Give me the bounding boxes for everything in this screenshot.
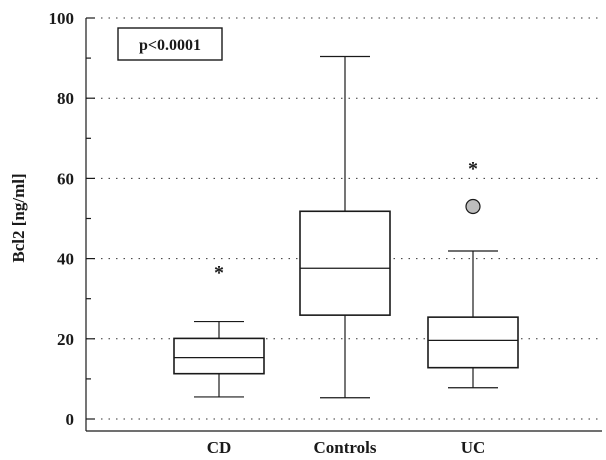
- box-group-cd: *: [173, 262, 265, 398]
- y-tick-label: 60: [57, 169, 74, 188]
- y-tick-label: 40: [57, 250, 74, 269]
- axis-layer: 0 20 40 60 80 100 CD Controls UC: [49, 9, 602, 457]
- y-axis-label: Bcl2 [ng/ml]: [9, 173, 28, 262]
- y-tick-label: 80: [57, 89, 74, 108]
- y-tick-label: 100: [49, 9, 75, 28]
- x-category-label: Controls: [314, 438, 377, 455]
- box-group-controls: [299, 55, 391, 399]
- p-value-text: p<0.0001: [139, 37, 201, 54]
- far-outlier-marker: *: [468, 158, 478, 180]
- box-layer: **: [173, 55, 519, 399]
- iqr-box: [173, 337, 265, 375]
- x-category-label: UC: [461, 438, 486, 455]
- p-value-annotation: p<0.0001: [117, 27, 223, 61]
- box-group-uc: *: [427, 158, 519, 389]
- p-value-box: [117, 27, 223, 61]
- y-tick-label: 20: [57, 330, 74, 349]
- outlier-point: [465, 198, 481, 215]
- far-outlier-marker: *: [214, 262, 224, 284]
- y-tick-label: 0: [66, 410, 75, 429]
- x-category-label: CD: [207, 438, 232, 455]
- iqr-box: [299, 210, 391, 316]
- iqr-box: [427, 316, 519, 369]
